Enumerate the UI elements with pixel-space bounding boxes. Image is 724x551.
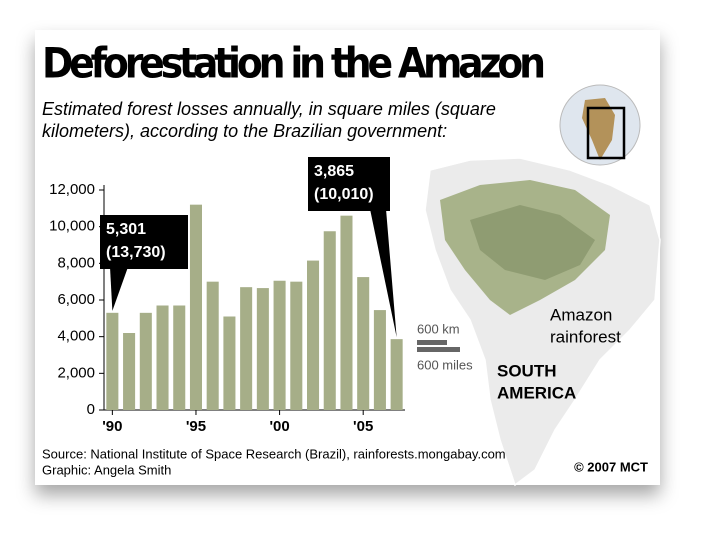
bar	[290, 281, 303, 410]
callout-pointer	[110, 267, 128, 311]
bar	[106, 312, 119, 410]
bar	[139, 312, 152, 410]
continent-label: AMERICA	[497, 383, 576, 402]
x-tick-label: '90	[102, 418, 122, 435]
bar	[323, 231, 336, 410]
x-tick-label: '00	[269, 418, 289, 435]
bar	[223, 316, 236, 410]
subtitle: Estimated forest losses annually, in squ…	[42, 99, 496, 119]
scale-label: 600 miles	[417, 357, 473, 372]
bar	[173, 305, 186, 410]
value-label: 5,301	[106, 221, 146, 238]
bar	[240, 287, 253, 410]
y-tick-label: 10,000	[49, 218, 95, 235]
bar	[373, 310, 386, 410]
bar	[123, 333, 136, 410]
continent-label: SOUTH	[497, 361, 557, 380]
bar	[206, 281, 219, 410]
map	[417, 84, 661, 487]
y-tick-label: 2,000	[57, 364, 95, 381]
x-tick-label: '05	[353, 418, 373, 435]
callout-pointer	[370, 209, 397, 338]
bar	[390, 339, 403, 410]
copyright: © 2007 MCT	[574, 459, 648, 474]
bar	[156, 305, 169, 410]
y-tick-label: 8,000	[57, 254, 95, 271]
y-tick-label: 6,000	[57, 291, 95, 308]
y-tick-label: 12,000	[49, 181, 95, 198]
subtitle: kilometers), according to the Brazilian …	[42, 121, 447, 141]
bar	[273, 280, 286, 410]
value-label: 3,865	[314, 163, 354, 180]
map-label: Amazon	[550, 305, 612, 324]
y-tick-label: 0	[87, 401, 95, 418]
y-tick-label: 4,000	[57, 328, 95, 345]
bar	[256, 288, 269, 410]
bar	[340, 215, 353, 410]
value-label-km2: (10,010)	[314, 186, 374, 203]
callout-box	[308, 157, 390, 211]
bar	[189, 204, 202, 410]
source: Source: National Institute of Space Rese…	[42, 446, 506, 461]
map-label: rainforest	[550, 327, 621, 346]
scale-label: 600 km	[417, 321, 460, 336]
bar	[357, 277, 370, 410]
bar	[307, 260, 320, 410]
value-label-km2: (13,730)	[106, 244, 166, 261]
title: Deforestation in the Amazon	[42, 40, 546, 88]
credit: Graphic: Angela Smith	[42, 462, 171, 477]
x-tick-label: '95	[186, 418, 206, 435]
callout-box	[100, 215, 188, 269]
